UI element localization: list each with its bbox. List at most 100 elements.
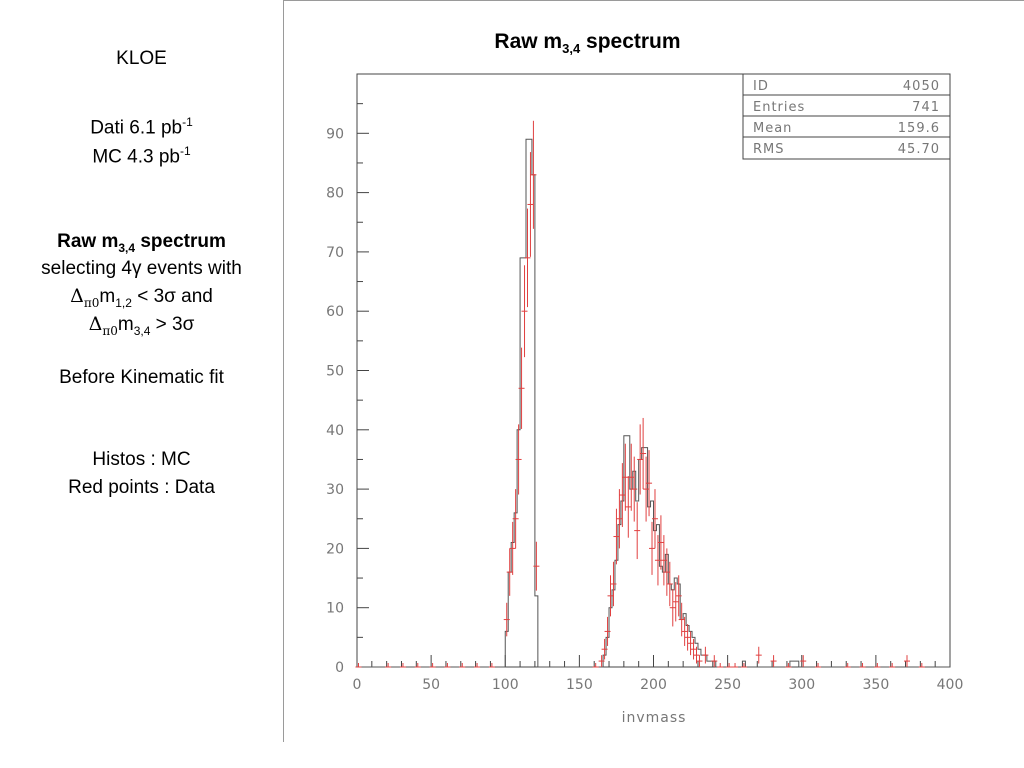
plot-title-sub: 3,4 <box>562 41 581 57</box>
data-point <box>904 655 911 667</box>
data-point <box>414 663 421 668</box>
data-point <box>601 638 608 660</box>
mass-symbol: m <box>117 314 134 335</box>
data-point <box>637 424 644 495</box>
selection-line-1: selecting 4γ events with <box>41 258 242 279</box>
y-tick-label: 0 <box>335 660 344 676</box>
x-tick-label: 350 <box>863 677 890 693</box>
data-point <box>643 456 650 522</box>
data-point <box>524 208 531 308</box>
plot-frame <box>356 73 951 668</box>
data-point <box>663 548 670 596</box>
data-point <box>666 561 673 607</box>
x-tick-label: 0 <box>353 677 362 693</box>
mc-luminosity-text: MC 4.3 pb <box>92 146 180 168</box>
y-tick-label: 60 <box>326 304 344 320</box>
x-tick-label: 300 <box>788 677 815 693</box>
data-point <box>622 443 629 511</box>
data-point <box>649 521 656 575</box>
data-point <box>509 521 516 575</box>
delta-symbol: Δ <box>88 313 103 335</box>
data-point <box>530 120 537 229</box>
mc-histogram-line <box>357 138 950 668</box>
legend-data: Red points : Data <box>68 477 215 498</box>
data-point <box>607 575 614 617</box>
y-tick-label: 90 <box>326 126 344 142</box>
data-point <box>918 663 925 668</box>
stats-value: 4050 <box>903 79 940 94</box>
data-point <box>874 663 881 668</box>
stats-label: ID <box>753 79 769 94</box>
y-tick-label: 40 <box>326 423 344 439</box>
y-tick-label: 30 <box>326 482 344 498</box>
data-point <box>385 663 392 668</box>
data-point <box>598 655 605 667</box>
data-point <box>355 663 362 668</box>
y-tick-label: 50 <box>326 364 344 380</box>
stats-value: 741 <box>912 100 940 115</box>
data-luminosity: Dati 6.1 pb-1 <box>0 109 283 141</box>
panel-divider <box>283 0 284 742</box>
selection-cut-2: > 3σ <box>150 314 195 335</box>
stats-label: RMS <box>753 142 785 157</box>
data-point <box>726 663 733 668</box>
data-point <box>631 456 638 522</box>
data-point <box>506 548 513 596</box>
data-luminosity-text: Dati 6.1 pb <box>90 117 183 139</box>
data-point <box>684 624 691 651</box>
selection-cut-1: < 3σ and <box>131 286 213 307</box>
spectrum-heading-sub: 3,4 <box>118 240 136 255</box>
data-point <box>669 588 676 627</box>
data-point <box>785 663 792 668</box>
data-point <box>651 489 658 549</box>
data-point <box>488 663 495 668</box>
data-point <box>755 646 762 664</box>
data-point <box>660 535 667 586</box>
mc-luminosity: MC 4.3 pb-1 <box>0 138 283 170</box>
data-point <box>640 417 647 490</box>
x-tick-label: 100 <box>492 677 519 693</box>
data-point <box>521 265 528 358</box>
mass-subscript: 1,2 <box>115 295 132 310</box>
x-tick-label: 200 <box>640 677 667 693</box>
data-point <box>444 663 451 668</box>
data-point <box>711 655 718 667</box>
data-point <box>646 450 653 517</box>
data-point <box>732 663 739 668</box>
data-point <box>616 489 623 549</box>
data-point <box>702 646 709 664</box>
plot-title-main: Raw m <box>494 30 563 53</box>
selection-line-2: Δπ0m1,2 < 3σ and <box>0 283 283 316</box>
spectrum-heading: Raw m3,4 spectrum <box>0 229 283 261</box>
data-point <box>459 663 466 668</box>
data-point <box>687 631 694 656</box>
selection-line-3: Δπ0m3,4 > 3σ <box>0 311 283 344</box>
plot-title: Raw m3,4 spectrum <box>420 30 755 56</box>
spectrum-heading-rest: spectrum <box>135 231 226 252</box>
data-point <box>474 663 481 668</box>
mass-symbol: m <box>99 286 116 307</box>
stats-value: 45.70 <box>898 142 940 157</box>
data-point <box>619 463 626 527</box>
data-point <box>859 663 866 668</box>
data-point <box>815 663 822 668</box>
data-luminosity-exp: -1 <box>182 115 193 129</box>
x-tick-label: 250 <box>714 677 741 693</box>
data-point <box>675 575 682 617</box>
panel-top-border <box>283 0 1024 1</box>
delta-symbol: Δ <box>70 285 84 307</box>
data-point <box>634 502 641 560</box>
stats-value: 159.6 <box>898 121 940 136</box>
data-point <box>678 602 685 637</box>
data-point <box>770 655 777 667</box>
pi0-subscript: π0 <box>83 295 100 310</box>
x-tick-label: 50 <box>422 677 440 693</box>
data-point <box>610 561 617 607</box>
data-point <box>654 535 661 586</box>
data-point <box>657 515 664 570</box>
data-point <box>613 508 620 565</box>
data-point <box>844 663 851 668</box>
data-point <box>800 655 807 667</box>
data-point <box>740 663 747 668</box>
